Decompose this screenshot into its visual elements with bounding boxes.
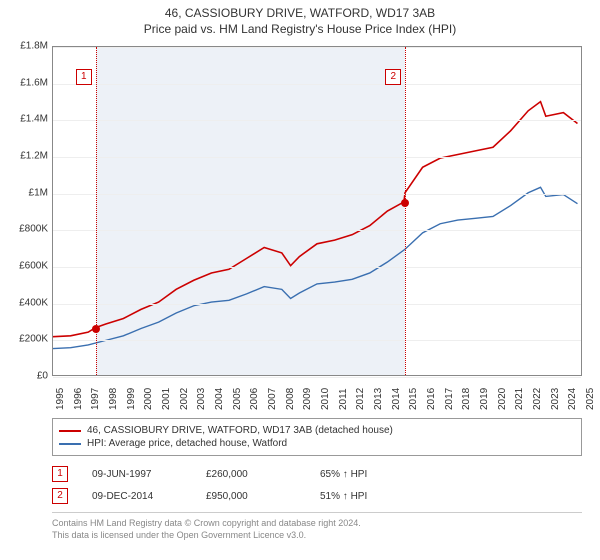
marker-box: 2 xyxy=(385,69,401,85)
transaction-marker-1: 1 xyxy=(52,466,68,482)
footer-attribution: Contains HM Land Registry data © Crown c… xyxy=(52,512,582,541)
x-tick-label: 2012 xyxy=(355,388,366,410)
x-tick-label: 2025 xyxy=(585,388,596,410)
y-tick-label: £1.8M xyxy=(20,41,48,52)
gridline xyxy=(53,157,581,158)
x-tick-label: 2010 xyxy=(320,388,331,410)
footer-line-1: Contains HM Land Registry data © Crown c… xyxy=(52,517,582,529)
transaction-price: £950,000 xyxy=(206,491,296,502)
transaction-date: 09-DEC-2014 xyxy=(92,491,182,502)
title-line-1: 46, CASSIOBURY DRIVE, WATFORD, WD17 3AB xyxy=(0,6,600,20)
legend-box: 46, CASSIOBURY DRIVE, WATFORD, WD17 3AB … xyxy=(52,418,582,456)
x-tick-label: 2004 xyxy=(214,388,225,410)
x-tick-label: 2021 xyxy=(514,388,525,410)
x-tick-label: 1997 xyxy=(90,388,101,410)
figure-container: 46, CASSIOBURY DRIVE, WATFORD, WD17 3AB … xyxy=(0,0,600,560)
footer-line-2: This data is licensed under the Open Gov… xyxy=(52,529,582,541)
chart-plot-area: 12 xyxy=(52,46,582,376)
legend-item: 46, CASSIOBURY DRIVE, WATFORD, WD17 3AB … xyxy=(59,425,575,436)
x-tick-label: 2016 xyxy=(426,388,437,410)
x-tick-label: 2014 xyxy=(391,388,402,410)
x-tick-label: 2015 xyxy=(408,388,419,410)
gridline xyxy=(53,377,581,378)
x-tick-label: 1999 xyxy=(126,388,137,410)
x-tick-label: 2008 xyxy=(285,388,296,410)
legend-swatch xyxy=(59,443,81,445)
x-tick-label: 2000 xyxy=(143,388,154,410)
x-tick-label: 2019 xyxy=(479,388,490,410)
x-tick-label: 2013 xyxy=(373,388,384,410)
x-tick-label: 1998 xyxy=(108,388,119,410)
transaction-row: 1 09-JUN-1997 £260,000 65% ↑ HPI xyxy=(52,466,582,482)
marker-vline xyxy=(405,47,406,375)
x-tick-label: 2020 xyxy=(497,388,508,410)
gridline xyxy=(53,230,581,231)
gridline xyxy=(53,194,581,195)
y-tick-label: £1M xyxy=(29,187,48,198)
x-tick-label: 1996 xyxy=(73,388,84,410)
x-tick-label: 2007 xyxy=(267,388,278,410)
transaction-vs-hpi: 51% ↑ HPI xyxy=(320,491,410,502)
transaction-price: £260,000 xyxy=(206,469,296,480)
x-tick-label: 2017 xyxy=(444,388,455,410)
chart-svg xyxy=(53,47,581,375)
marker-point xyxy=(401,199,409,207)
x-tick-label: 2023 xyxy=(550,388,561,410)
x-tick-label: 1995 xyxy=(55,388,66,410)
gridline xyxy=(53,120,581,121)
legend-swatch xyxy=(59,430,81,432)
gridline xyxy=(53,340,581,341)
x-tick-label: 2018 xyxy=(461,388,472,410)
x-tick-label: 2024 xyxy=(567,388,578,410)
y-tick-label: £200K xyxy=(19,334,48,345)
y-tick-label: £1.6M xyxy=(20,77,48,88)
x-tick-label: 2005 xyxy=(232,388,243,410)
x-tick-label: 2003 xyxy=(196,388,207,410)
marker-box: 1 xyxy=(76,69,92,85)
legend-label: 46, CASSIOBURY DRIVE, WATFORD, WD17 3AB … xyxy=(87,425,393,436)
transaction-marker-2: 2 xyxy=(52,488,68,504)
x-tick-label: 2002 xyxy=(179,388,190,410)
x-tick-label: 2011 xyxy=(338,388,349,410)
transaction-date: 09-JUN-1997 xyxy=(92,469,182,480)
x-tick-label: 2001 xyxy=(161,388,172,410)
y-tick-label: £1.2M xyxy=(20,151,48,162)
title-line-2: Price paid vs. HM Land Registry's House … xyxy=(0,22,600,36)
gridline xyxy=(53,84,581,85)
y-tick-label: £400K xyxy=(19,297,48,308)
transaction-row: 2 09-DEC-2014 £950,000 51% ↑ HPI xyxy=(52,488,582,504)
marker-point xyxy=(92,325,100,333)
legend-label: HPI: Average price, detached house, Watf… xyxy=(87,438,287,449)
x-tick-label: 2022 xyxy=(532,388,543,410)
gridline xyxy=(53,47,581,48)
x-tick-label: 2009 xyxy=(302,388,313,410)
x-tick-label: 2006 xyxy=(249,388,260,410)
gridline xyxy=(53,304,581,305)
transactions-block: 1 09-JUN-1997 £260,000 65% ↑ HPI 2 09-DE… xyxy=(52,460,582,510)
y-tick-label: £1.4M xyxy=(20,114,48,125)
y-tick-label: £800K xyxy=(19,224,48,235)
gridline xyxy=(53,267,581,268)
legend-item: HPI: Average price, detached house, Watf… xyxy=(59,438,575,449)
y-tick-label: £600K xyxy=(19,261,48,272)
transaction-vs-hpi: 65% ↑ HPI xyxy=(320,469,410,480)
y-tick-label: £0 xyxy=(37,371,48,382)
series-price_paid xyxy=(53,102,577,337)
title-block: 46, CASSIOBURY DRIVE, WATFORD, WD17 3AB … xyxy=(0,0,600,38)
